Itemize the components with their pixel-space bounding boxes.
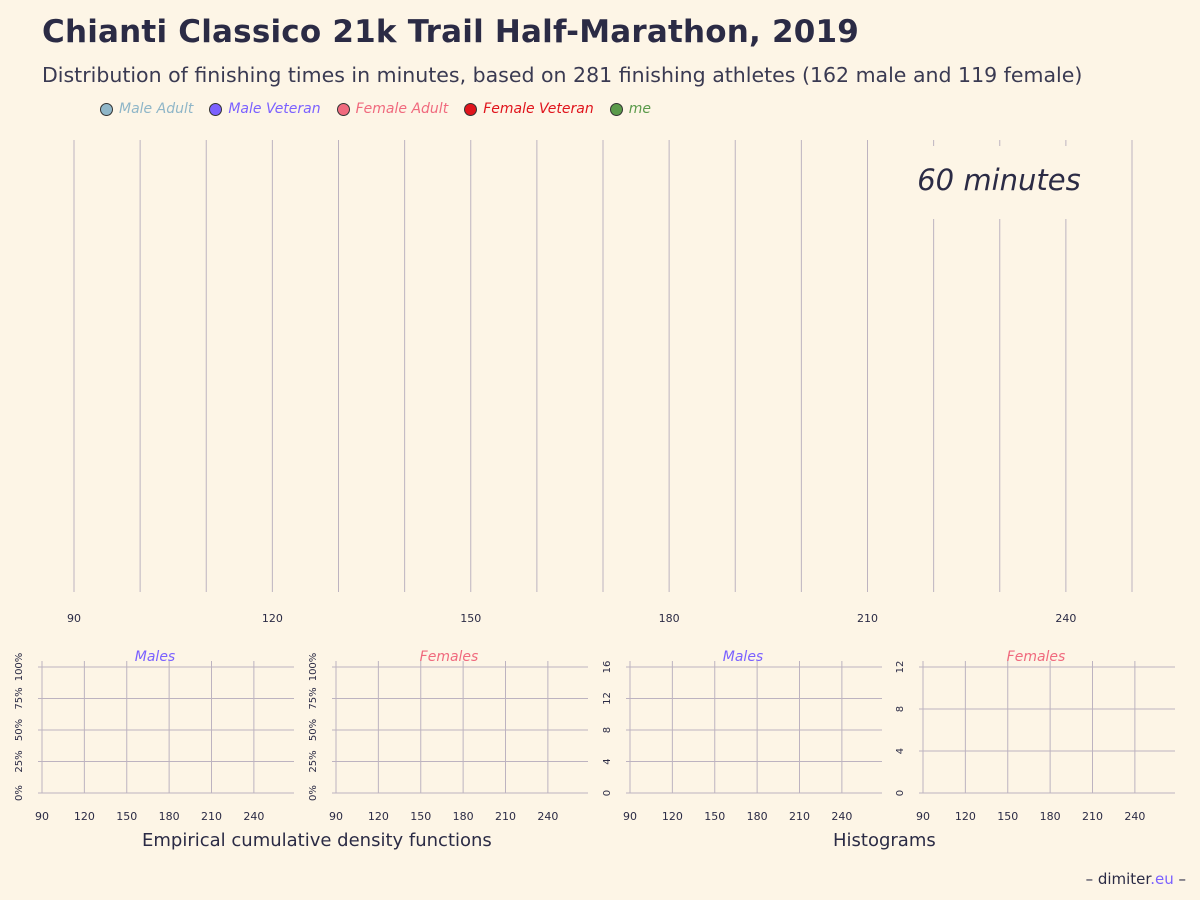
legend-item-male-adult: Male Adult — [100, 101, 193, 117]
legend: Male Adult Male Veteran Female Adult Fem… — [100, 101, 651, 117]
small-y-tick-label: 50% — [308, 719, 319, 741]
legend-item-me: me — [609, 101, 651, 117]
legend-dot-male-adult — [100, 102, 113, 116]
small-y-tick-label: 0 — [895, 790, 906, 796]
legend-dot-me — [609, 102, 623, 116]
small-x-tick-label: 150 — [997, 810, 1018, 823]
main-x-tick-label: 210 — [857, 612, 878, 625]
ecdf-females-chart: Females 90 120 150 180 210 240 0% 25% 50% 75% 100% — [308, 649, 588, 823]
credit-prefix: – dimiter — [1085, 870, 1151, 888]
small-x-tick-label: 90 — [329, 810, 343, 823]
small-x-tick-label: 90 — [623, 810, 637, 823]
small-y-tick-label: 100% — [308, 653, 319, 682]
small-x-tick-label: 210 — [1082, 810, 1103, 823]
small-chart-title: Females — [1007, 649, 1066, 665]
small-x-tick-label: 180 — [747, 810, 768, 823]
histogram-males-chart: Males 90 120 150 180 210 240 0 4 8 12 16 — [602, 649, 882, 823]
small-y-tick-label: 25% — [14, 750, 25, 772]
small-chart-title: Males — [723, 649, 763, 665]
small-x-tick-label: 150 — [116, 810, 137, 823]
legend-item-female-adult: Female Adult — [336, 101, 449, 117]
ecdf-males-chart: Males 90 120 150 180 210 240 0% 25% 50% 75% 100% — [14, 649, 294, 823]
legend-label-female-adult: Female Adult — [355, 101, 449, 117]
small-y-tick-label: 0 — [602, 790, 613, 796]
small-y-tick-label: 12 — [895, 661, 906, 674]
legend-dot-female-veteran — [464, 102, 478, 116]
credit: – dimiter.eu – — [1086, 870, 1186, 888]
small-x-tick-label: 120 — [662, 810, 683, 823]
small-chart-title: Males — [135, 649, 175, 665]
small-x-tick-label: 150 — [704, 810, 725, 823]
chart-title: Chianti Classico 21k Trail Half-Marathon… — [42, 14, 860, 50]
credit-suffix: – — [1173, 870, 1186, 888]
small-y-tick-label: 8 — [895, 706, 906, 712]
small-x-tick-label: 240 — [1124, 810, 1145, 823]
small-x-tick-label: 90 — [35, 810, 49, 823]
small-y-tick-label: 75% — [308, 687, 319, 709]
small-x-tick-label: 210 — [789, 810, 810, 823]
main-x-tick-label: 90 — [67, 612, 81, 625]
small-chart-title: Females — [420, 649, 479, 665]
small-x-tick-label: 240 — [537, 810, 558, 823]
small-x-tick-label: 180 — [159, 810, 180, 823]
legend-label-male-veteran: Male Veteran — [228, 101, 321, 117]
small-x-tick-label: 90 — [916, 810, 930, 823]
histogram-caption: Histograms — [833, 830, 936, 851]
small-y-tick-label: 0% — [308, 785, 319, 801]
main-x-tick-label: 180 — [659, 612, 680, 625]
small-x-tick-label: 150 — [410, 810, 431, 823]
small-x-tick-label: 210 — [495, 810, 516, 823]
histogram-females-chart: Females 90 120 150 180 210 240 0 4 8 12 — [895, 649, 1175, 823]
small-y-tick-label: 0% — [14, 785, 25, 801]
small-y-tick-label: 4 — [602, 758, 613, 764]
small-x-tick-label: 210 — [201, 810, 222, 823]
legend-label-me: me — [628, 101, 651, 117]
small-x-tick-label: 180 — [453, 810, 474, 823]
legend-label-female-veteran: Female Veteran — [483, 101, 594, 117]
small-x-tick-label: 120 — [955, 810, 976, 823]
main-x-tick-label: 150 — [460, 612, 481, 625]
main-x-tick-label: 120 — [262, 612, 283, 625]
legend-dot-female-adult — [336, 102, 350, 116]
small-y-tick-label: 16 — [602, 661, 613, 674]
small-x-tick-label: 240 — [831, 810, 852, 823]
small-y-tick-label: 75% — [14, 687, 25, 709]
small-y-tick-label: 50% — [14, 719, 25, 741]
legend-item-female-veteran: Female Veteran — [464, 101, 594, 117]
time-annotation: 60 minutes — [917, 163, 1081, 197]
small-x-tick-label: 120 — [368, 810, 389, 823]
small-y-tick-label: 25% — [308, 750, 319, 772]
small-y-tick-label: 100% — [14, 653, 25, 682]
ecdf-caption: Empirical cumulative density functions — [142, 830, 492, 851]
small-x-tick-label: 240 — [243, 810, 264, 823]
credit-tld: .eu — [1150, 870, 1174, 888]
legend-label-male-adult: Male Adult — [119, 101, 194, 117]
small-x-tick-label: 120 — [74, 810, 95, 823]
main-x-tick-label: 240 — [1055, 612, 1076, 625]
main-distribution-chart: 90 120 150 180 210 240 60 minutes — [67, 140, 1133, 625]
legend-dot-male-veteran — [209, 102, 223, 116]
small-y-tick-label: 8 — [602, 727, 613, 733]
legend-item-male-veteran: Male Veteran — [209, 101, 321, 117]
small-y-tick-label: 4 — [895, 748, 906, 754]
small-y-tick-label: 12 — [602, 692, 613, 705]
chart-subtitle: Distribution of finishing times in minut… — [42, 63, 1083, 87]
small-x-tick-label: 180 — [1040, 810, 1061, 823]
